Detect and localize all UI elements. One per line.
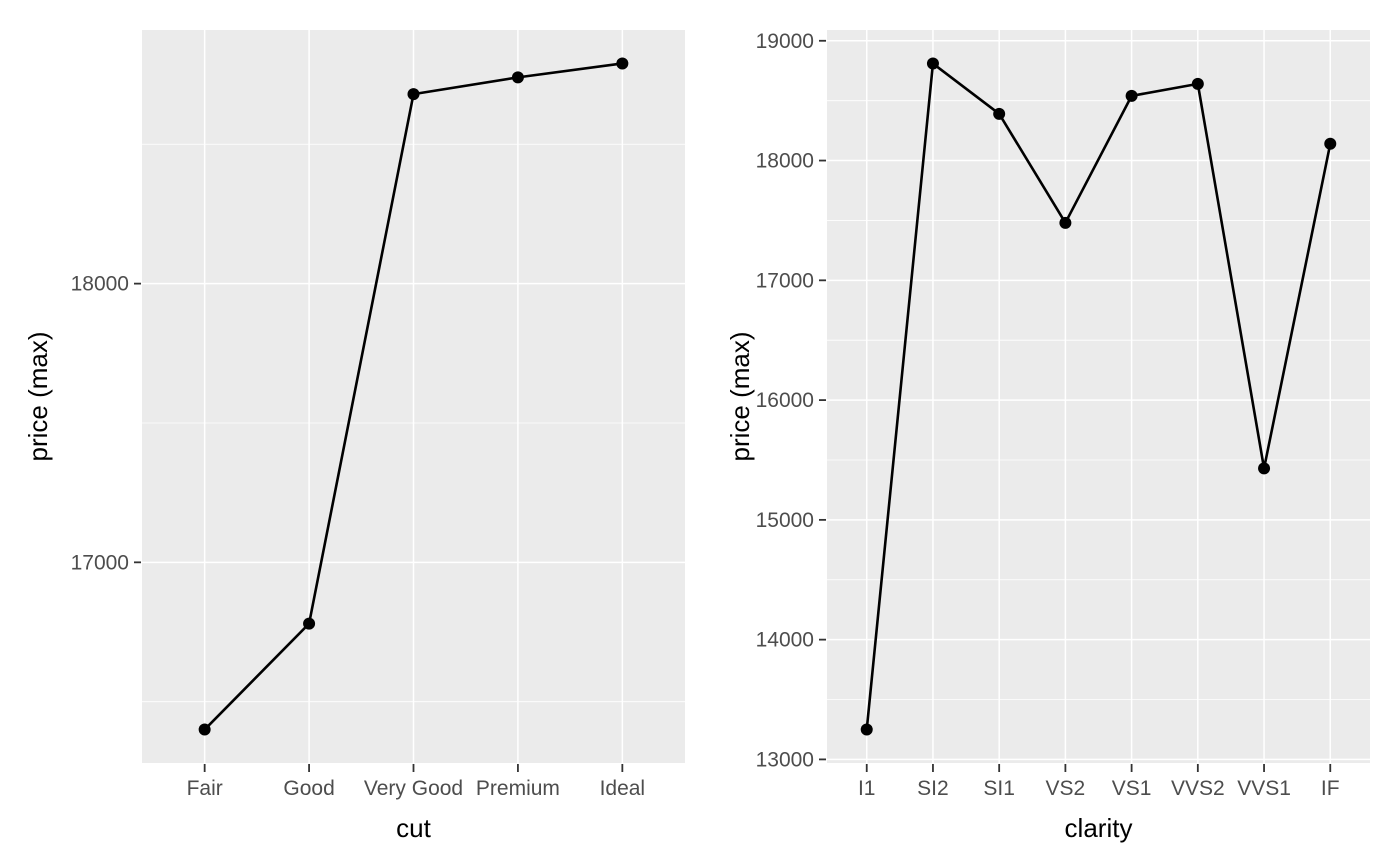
x-tick-label: VS1 <box>1112 777 1152 800</box>
data-point <box>993 107 1006 120</box>
data-point <box>616 57 629 70</box>
data-line <box>865 62 1332 730</box>
x-tick-label: VVS2 <box>1171 777 1225 800</box>
x-tick-label: Good <box>283 777 334 800</box>
x-tick-label: SI2 <box>917 777 949 800</box>
price-by-clarity-figure: 13000 14000 15000 16000 17000 18000 19000 I1 SI2… <box>700 0 1400 866</box>
y-axis-title: price (max) <box>23 331 53 461</box>
price-by-cut-figure: 17000 18000 Fair Good Very Good Premium Ideal c… <box>23 30 685 843</box>
data-point <box>1258 462 1271 475</box>
y-tick-label: 18000 <box>71 273 129 296</box>
x-tick-label: Ideal <box>600 777 646 800</box>
y-tick-label: 14000 <box>756 629 814 652</box>
y-tick-label: 19000 <box>756 30 814 53</box>
x-axis-title: cut <box>396 813 431 843</box>
x-tick-label: Fair <box>187 777 223 800</box>
y-tick-label: 17000 <box>71 551 129 574</box>
data-point <box>407 88 420 101</box>
data-point <box>926 57 939 70</box>
x-tick-label: Very Good <box>364 777 463 800</box>
y-tick-label: 18000 <box>756 150 814 173</box>
panel-background <box>827 30 1370 763</box>
data-point <box>511 71 524 84</box>
y-tick-label: 15000 <box>756 509 814 532</box>
x-tick-label: SI1 <box>983 777 1015 800</box>
data-point <box>198 723 211 736</box>
x-tick-label: Premium <box>476 777 560 800</box>
x-tick-label: IF <box>1321 777 1340 800</box>
x-axis-title: clarity <box>1065 813 1133 843</box>
x-tick-label: VVS1 <box>1237 777 1291 800</box>
price-by-cut-chart: 17000 18000 Fair Good Very Good Premium Ideal c… <box>23 30 685 843</box>
y-tick-label: 16000 <box>756 389 814 412</box>
y-axis-title: price (max) <box>725 331 755 461</box>
x-tick-label: I1 <box>858 777 876 800</box>
x-tick-label: VS2 <box>1046 777 1086 800</box>
y-tick-label: 17000 <box>756 269 814 292</box>
data-point <box>1059 216 1072 229</box>
data-point <box>1125 89 1138 102</box>
data-point <box>860 723 873 736</box>
data-point <box>1324 137 1337 150</box>
data-point <box>303 617 316 630</box>
y-tick-label: 13000 <box>756 748 814 771</box>
price-by-clarity-chart: 13000 14000 15000 16000 17000 18000 19000 I1 SI2… <box>725 30 1370 843</box>
data-point <box>1191 77 1204 90</box>
